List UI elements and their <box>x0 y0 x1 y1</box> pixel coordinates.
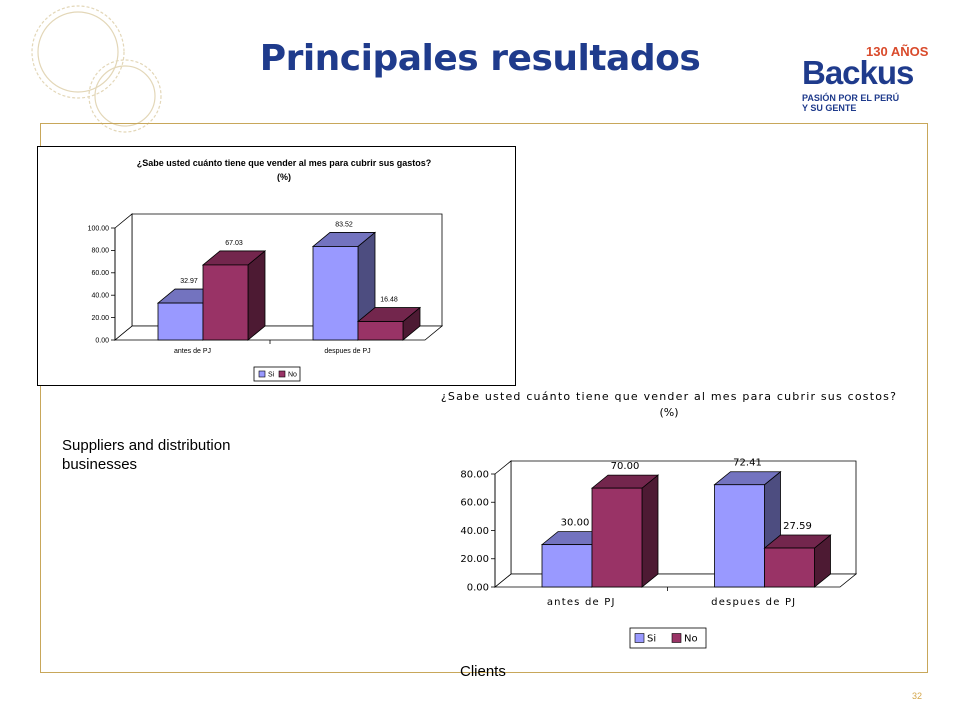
logo-badge: 130 AÑOS <box>866 44 929 59</box>
legend-label-no: No <box>288 371 297 378</box>
y-tick-label: 100.00 <box>88 225 110 232</box>
bar-si <box>312 246 359 341</box>
logo-tagline-line1: PASIÓN POR EL PERÚ <box>802 93 900 103</box>
logo-tagline-line2: Y SU GENTE <box>802 103 857 113</box>
bar-si <box>541 544 593 588</box>
slide-title: Principales resultados <box>259 38 701 79</box>
chart-legend: Si No <box>629 627 707 649</box>
bar-no <box>202 264 249 341</box>
data-label: 30.00 <box>561 518 590 529</box>
y-tick-label: 60.00 <box>91 270 109 277</box>
y-tick-label: 20.00 <box>460 554 489 565</box>
chart-title: ¿Sabe usted cuánto tiene que vender al m… <box>137 158 432 168</box>
x-category-label: antes de PJ <box>174 348 211 355</box>
legend-box <box>629 627 707 649</box>
x-category-label: antes de PJ <box>547 597 616 608</box>
suppliers-note: Suppliers and distribution businesses <box>62 437 231 473</box>
data-label: 16.48 <box>380 297 398 304</box>
chart-subtitle: (%) <box>659 406 678 419</box>
bar-si <box>714 484 765 588</box>
legend-label-no: No <box>684 633 698 644</box>
page-number: 32 <box>912 691 923 701</box>
content-frame <box>40 123 928 673</box>
chart-side-wall <box>114 213 133 341</box>
y-tick-label: 80.00 <box>460 469 489 480</box>
data-label: 32.97 <box>180 278 198 285</box>
logo-wordmark: Backus <box>802 54 914 91</box>
legend-label-si: Si <box>647 633 656 644</box>
legend-label-si: Si <box>268 371 275 378</box>
legend-swatch-no <box>671 633 682 643</box>
backus-logo: 130 AÑOS Backus PASIÓN POR EL PERÚ Y SU … <box>802 44 942 122</box>
y-tick-label: 40.00 <box>460 526 489 537</box>
x-category-label: despues de PJ <box>711 597 796 608</box>
legend-swatch-si <box>634 633 645 643</box>
x-category-label: despues de PJ <box>324 348 370 355</box>
data-label: 83.52 <box>335 221 353 228</box>
legend-swatch-no <box>278 370 286 378</box>
data-label: 72.41 <box>733 458 762 469</box>
data-label: 27.59 <box>783 521 812 532</box>
logo-tagline: PASIÓN POR EL PERÚ Y SU GENTE <box>802 93 899 113</box>
chart-suppliers: ¿Sabe usted cuánto tiene que vender al m… <box>88 158 444 382</box>
y-tick-label: 60.00 <box>460 498 489 509</box>
y-tick-label: 20.00 <box>91 315 109 322</box>
bottle-cap-decoration <box>31 5 162 133</box>
chart-legend: Si No <box>253 366 301 382</box>
data-label: 70.00 <box>611 461 640 472</box>
bar-no <box>764 547 815 588</box>
bar-side-no <box>247 250 266 341</box>
chart-side-wall <box>494 460 512 588</box>
chart-clients: ¿Sabe usted cuánto tiene que vender al m… <box>441 390 897 649</box>
bar-si <box>157 302 204 341</box>
legend-box <box>253 366 301 382</box>
y-tick-label: 0.00 <box>467 582 489 593</box>
bar-no <box>591 487 643 588</box>
y-tick-label: 40.00 <box>91 293 109 300</box>
bar-side-no <box>641 474 659 588</box>
chart-subtitle: (%) <box>277 172 291 182</box>
data-label: 67.03 <box>225 240 243 247</box>
y-tick-label: 80.00 <box>91 248 109 255</box>
chart-title: ¿Sabe usted cuánto tiene que vender al m… <box>441 390 897 403</box>
clients-caption: Clients <box>460 663 506 680</box>
bar-no <box>357 321 404 341</box>
y-tick-label: 0.00 <box>95 337 109 344</box>
legend-swatch-si <box>258 370 266 378</box>
